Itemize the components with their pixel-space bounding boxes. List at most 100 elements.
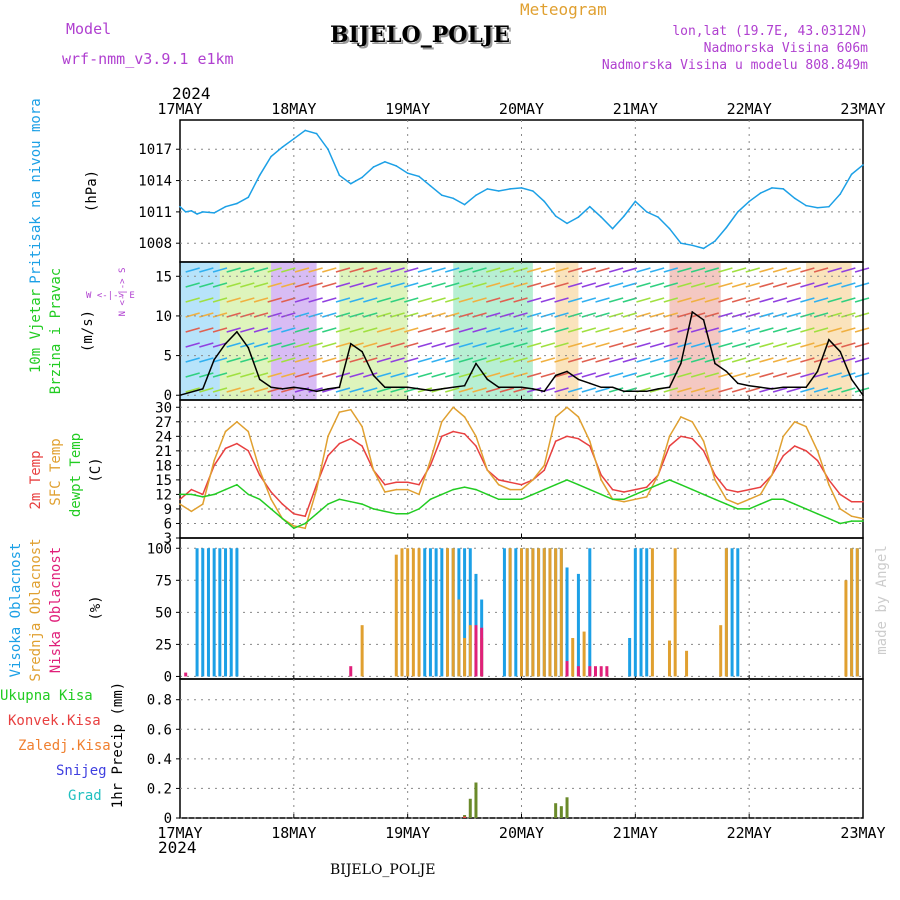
data-point — [236, 202, 238, 205]
wind-barb — [390, 267, 405, 273]
time-label-top: 23MAY — [840, 100, 885, 118]
wind-barb — [458, 267, 474, 273]
wind-barb — [567, 387, 583, 393]
data-point — [600, 386, 602, 389]
data-point — [532, 388, 534, 390]
data-point — [258, 174, 261, 177]
data-point — [828, 338, 830, 341]
wind-barb — [390, 312, 405, 318]
wind-barb — [499, 342, 515, 348]
wind-barb — [363, 387, 378, 393]
model-elevation-text: Nadmorska Visina u modelu 808.849m — [601, 58, 868, 73]
data-point — [714, 479, 716, 481]
data-point — [668, 445, 671, 447]
wind-barb — [554, 267, 569, 273]
data-point — [532, 479, 534, 481]
wind-barb — [745, 387, 760, 393]
wind-barb — [445, 282, 460, 288]
y-tick-label: 75 — [155, 573, 172, 589]
wind-barb — [199, 357, 214, 363]
wind-barb — [718, 387, 733, 393]
wind-barb — [267, 357, 282, 363]
wind-barb — [349, 372, 364, 378]
data-point — [196, 213, 198, 215]
data-point — [566, 435, 568, 438]
wind-barb — [240, 282, 255, 288]
wind-barb — [335, 267, 351, 273]
bar — [650, 548, 654, 677]
data-point — [600, 474, 602, 476]
wind-barb — [731, 357, 747, 363]
wind-barb — [485, 387, 501, 393]
wind-barb — [759, 357, 774, 363]
data-point — [782, 188, 785, 190]
data-point — [623, 498, 625, 501]
data-point — [258, 378, 261, 381]
wind-barb — [663, 267, 679, 273]
wind-barb — [499, 267, 515, 273]
wind-barb — [294, 267, 310, 273]
data-point — [486, 469, 489, 472]
data-point — [532, 190, 534, 192]
wind-barb — [472, 282, 487, 288]
y-tick-label: 15 — [155, 473, 172, 489]
wind-barb — [212, 372, 228, 378]
wind-barb — [185, 342, 200, 348]
data-point — [509, 481, 511, 484]
data-point — [179, 503, 181, 505]
wind-barb — [253, 282, 269, 288]
wind-barb — [308, 357, 323, 363]
data-point — [691, 488, 694, 491]
bar — [451, 548, 455, 677]
data-point — [463, 416, 466, 418]
temp-label-2: SFC Temp — [48, 438, 64, 505]
data-point — [224, 342, 227, 345]
wind-barb — [185, 282, 200, 288]
data-point — [395, 165, 398, 167]
wind-barb — [513, 372, 528, 378]
bar — [206, 548, 210, 677]
data-point — [759, 386, 762, 389]
time-label-bottom: 18MAY — [271, 824, 316, 842]
wind-barb — [253, 327, 269, 333]
data-point — [270, 491, 272, 493]
wind-barb — [690, 387, 706, 393]
wind-barb — [199, 297, 214, 303]
data-point — [509, 498, 511, 501]
wind-barb — [786, 357, 801, 363]
wind-barb — [499, 372, 515, 378]
temp-label-3: dewpt Temp — [68, 433, 84, 517]
wind-barb — [595, 357, 610, 363]
bar — [554, 803, 558, 818]
wind-barb — [349, 297, 364, 303]
data-point — [634, 488, 637, 491]
wind-barb — [294, 342, 310, 348]
wind-barb — [335, 312, 351, 318]
data-point — [315, 512, 318, 515]
data-point — [793, 445, 796, 447]
wind-barb — [772, 372, 788, 378]
time-label-top: 22MAY — [727, 100, 772, 118]
wind-barb — [540, 297, 556, 303]
panel-pressure: 1008 1011 1014 1017 — [138, 119, 864, 263]
data-point — [554, 483, 557, 486]
wind-barb — [390, 342, 405, 348]
wind-barb — [827, 327, 842, 333]
wind-barb — [267, 267, 282, 273]
bar — [457, 599, 461, 677]
wind-barb — [253, 267, 269, 273]
wind-barb — [376, 312, 392, 318]
wind-barb — [704, 282, 719, 288]
data-point — [714, 498, 716, 501]
wind-barb — [335, 282, 351, 288]
bar — [576, 666, 580, 677]
data-point — [577, 416, 580, 418]
wind-barb — [458, 357, 474, 363]
y-tick-label: 10 — [155, 309, 172, 325]
data-point — [839, 193, 842, 195]
data-point — [543, 488, 546, 491]
wind-barb — [540, 372, 556, 378]
data-point — [293, 137, 295, 140]
wind-barb — [335, 387, 351, 393]
data-point — [349, 342, 352, 345]
